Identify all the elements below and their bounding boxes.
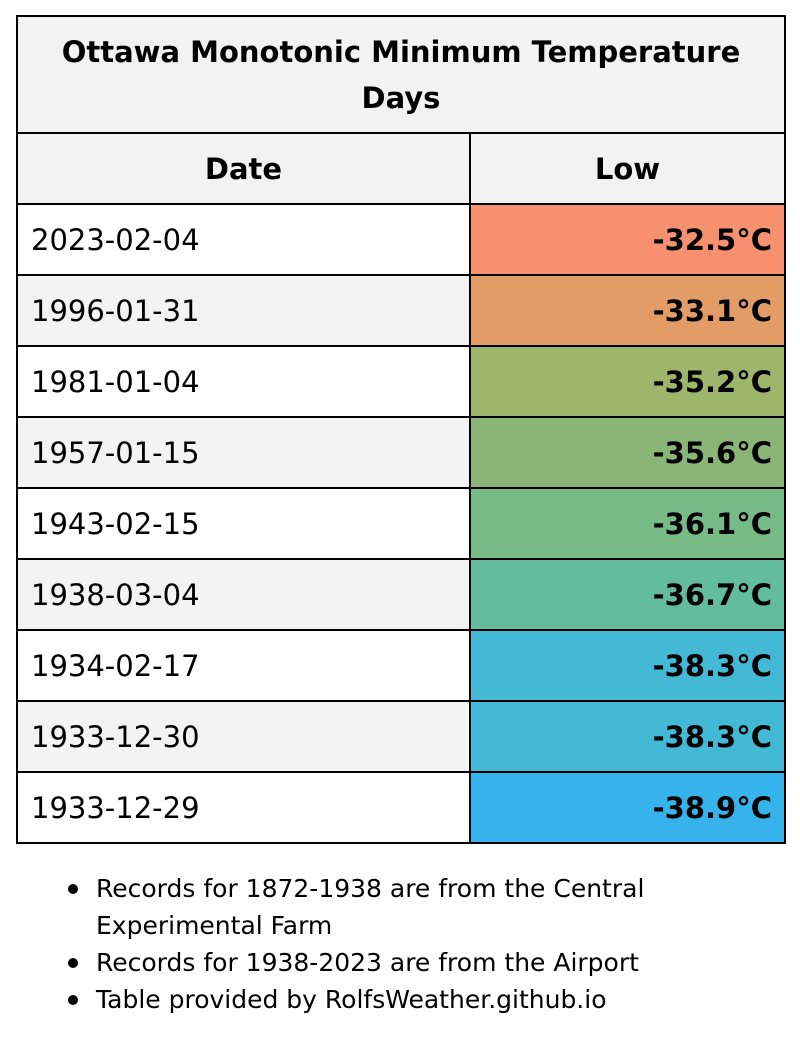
table-row: 1957-01-15 -35.6°C [16, 416, 786, 489]
bullet-icon [68, 995, 78, 1005]
bullet-icon [68, 884, 78, 894]
low-cell: -38.3°C [469, 700, 786, 773]
note-text: Table provided by RolfsWeather.github.io [96, 985, 607, 1014]
list-item: Table provided by RolfsWeather.github.io [68, 981, 800, 1018]
low-cell: -38.9°C [469, 771, 786, 844]
date-cell: 1943-02-15 [16, 487, 471, 560]
table-row: 1933-12-30 -38.3°C [16, 700, 786, 773]
note-text: Records for 1938-2023 are from the Airpo… [96, 948, 639, 977]
date-cell: 1996-01-31 [16, 274, 471, 347]
table-row: 1943-02-15 -36.1°C [16, 487, 786, 560]
records-table: Ottawa Monotonic Minimum Temperature Day… [16, 15, 786, 844]
table-row: 2023-02-04 -32.5°C [16, 203, 786, 276]
list-item: Records for 1872-1938 are from the Centr… [68, 870, 800, 944]
low-cell: -32.5°C [469, 203, 786, 276]
note-text: Records for 1872-1938 are from the Centr… [96, 874, 645, 940]
date-cell: 1938-03-04 [16, 558, 471, 631]
date-cell: 1933-12-29 [16, 771, 471, 844]
list-item: Records for 1938-2023 are from the Airpo… [68, 944, 800, 981]
bullet-icon [68, 958, 78, 968]
date-column-header: Date [16, 132, 471, 205]
low-cell: -33.1°C [469, 274, 786, 347]
date-cell: 2023-02-04 [16, 203, 471, 276]
low-cell: -35.2°C [469, 345, 786, 418]
low-cell: -36.1°C [469, 487, 786, 560]
table-row: 1996-01-31 -33.1°C [16, 274, 786, 347]
low-column-header: Low [469, 132, 786, 205]
low-cell: -35.6°C [469, 416, 786, 489]
table-row: 1934-02-17 -38.3°C [16, 629, 786, 702]
low-cell: -38.3°C [469, 629, 786, 702]
table-row: 1938-03-04 -36.7°C [16, 558, 786, 631]
low-cell: -36.7°C [469, 558, 786, 631]
table-row: 1933-12-29 -38.9°C [16, 771, 786, 844]
table-row: 1981-01-04 -35.2°C [16, 345, 786, 418]
table-title: Ottawa Monotonic Minimum Temperature Day… [16, 15, 786, 134]
date-cell: 1933-12-30 [16, 700, 471, 773]
date-cell: 1957-01-15 [16, 416, 471, 489]
date-cell: 1981-01-04 [16, 345, 471, 418]
date-cell: 1934-02-17 [16, 629, 471, 702]
notes-list: Records for 1872-1938 are from the Centr… [48, 870, 800, 1018]
